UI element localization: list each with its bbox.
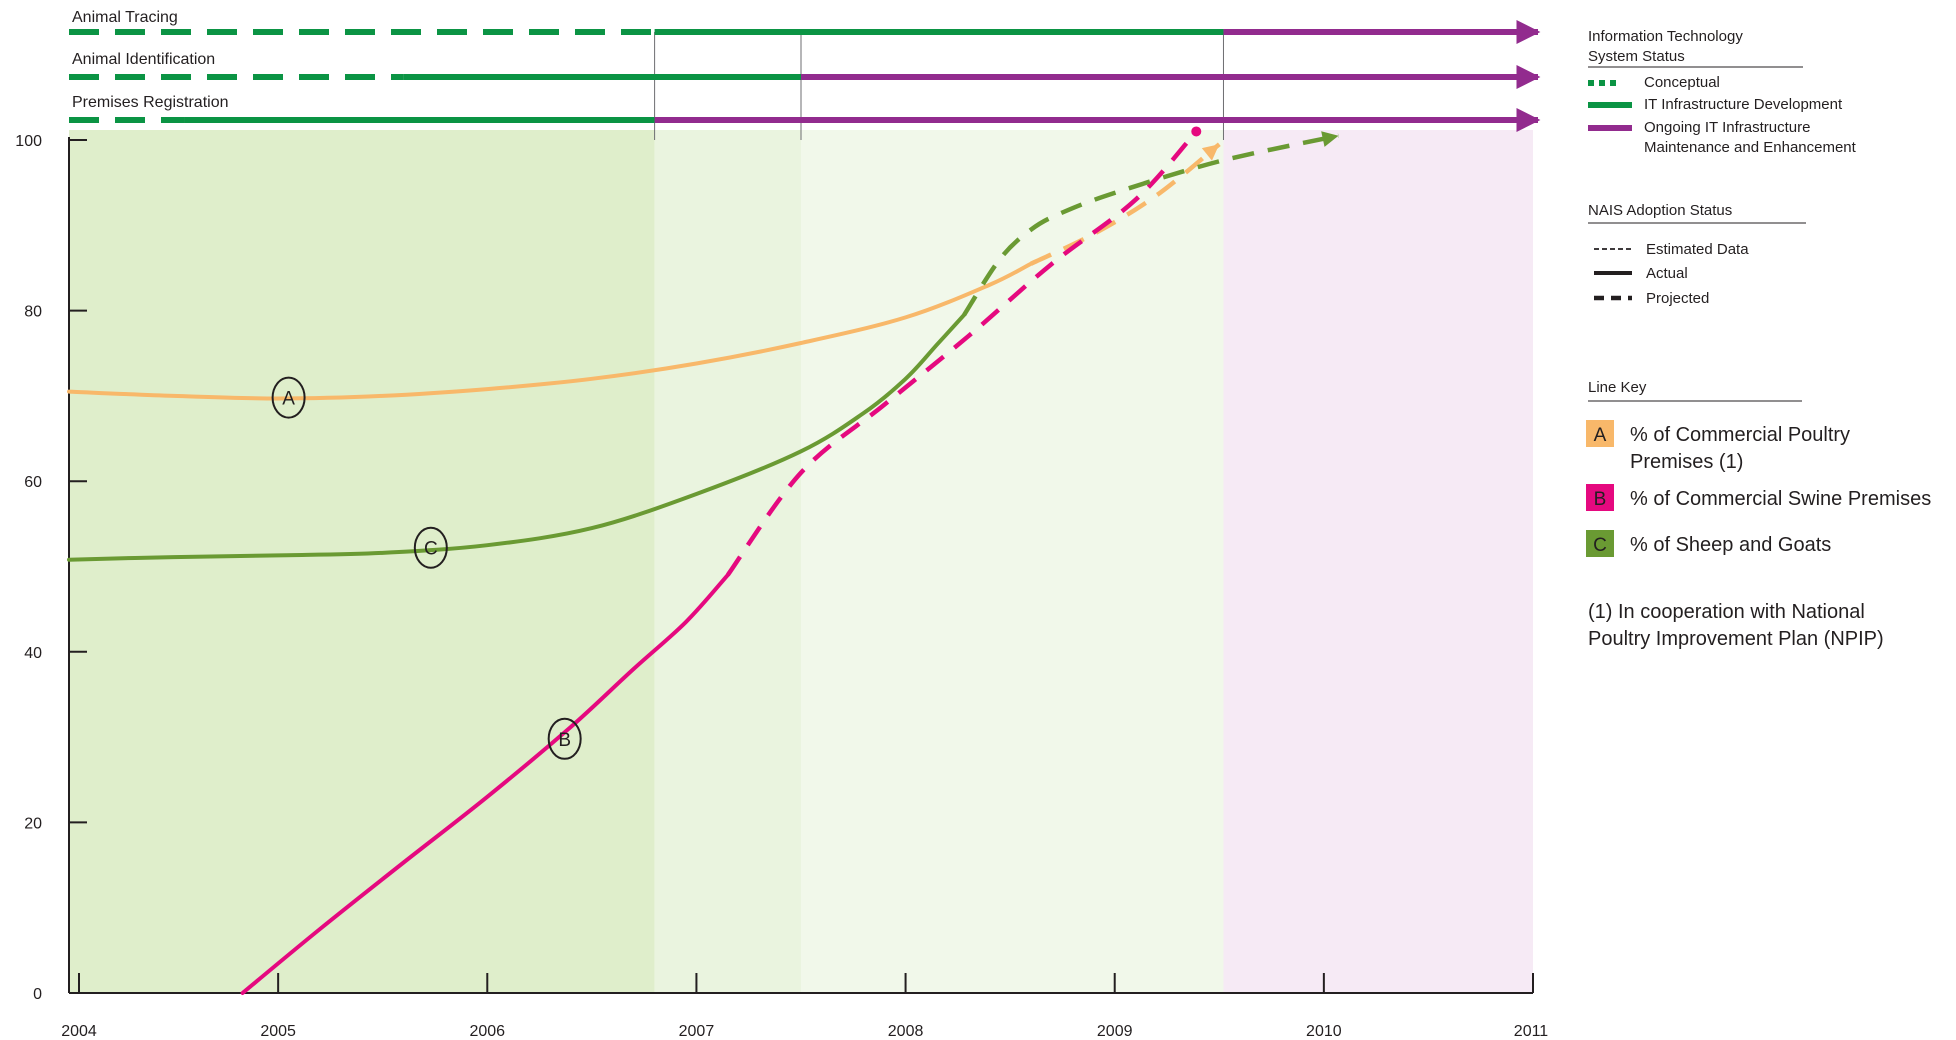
background-band-3 [801, 130, 1224, 993]
series-a-label-circle [271, 376, 306, 419]
y-tick-label-100: 100 [15, 133, 42, 150]
phase-dividers [654, 32, 1224, 140]
series-b-label-letter: B [558, 730, 571, 751]
legend-it-title-line1: Information Technology [1588, 28, 1743, 45]
line-key-letter-a: A [1594, 425, 1607, 446]
legend-label-conceptual: Conceptual [1644, 74, 1720, 91]
x-tick-label-2006: 2006 [469, 1023, 505, 1040]
x-tick-label-2005: 2005 [260, 1023, 296, 1040]
y-tick-label-80: 80 [24, 304, 42, 321]
line-key-swatch-c [1586, 530, 1614, 557]
x-tick-label-2010: 2010 [1306, 1023, 1342, 1040]
timeline-label-animal-identification: Animal Identification [72, 51, 215, 68]
legend-label-actual: Actual [1646, 265, 1688, 282]
x-tick-label-2009: 2009 [1097, 1023, 1133, 1040]
x-tick-label-2011: 2011 [1514, 1023, 1549, 1040]
series-b-projected-line [725, 130, 1198, 577]
timeline-bars: Animal Tracing Animal Identification Premi… [69, 9, 1541, 132]
series-a-label-letter: A [282, 389, 295, 410]
legend-label-maintenance-line2: Maintenance and Enhancement [1644, 139, 1857, 156]
legend-label-maintenance-line1: Ongoing IT Infrastructure [1644, 119, 1810, 136]
series-c-actual-line [67, 312, 967, 562]
line-key-letter-b: B [1594, 489, 1607, 510]
legend-label-development: IT Infrastructure Development [1644, 96, 1843, 113]
background-band-4 [1223, 130, 1533, 993]
background-band-2 [654, 130, 801, 993]
footnote-line1: (1) In cooperation with National [1588, 601, 1865, 623]
timeline-label-animal-tracing: Animal Tracing [72, 9, 178, 26]
x-tick-label-2007: 2007 [679, 1023, 715, 1040]
series-a-actual-line [67, 261, 1034, 401]
axes: 0 20 40 60 80 100 2004 2005 2006 2007 2008 2009 2010… [15, 133, 1548, 1040]
legend-label-estimated: Estimated Data [1646, 241, 1749, 258]
line-key-label-a-line1: % of Commercial Poultry [1630, 424, 1850, 446]
legend-label-projected: Projected [1646, 290, 1709, 307]
y-tick-label-20: 20 [24, 815, 42, 832]
legend-nais-title: NAIS Adoption Status [1588, 202, 1732, 219]
series-b-actual-line [240, 573, 730, 995]
line-key-label-b: % of Commercial Swine Premises [1630, 488, 1931, 510]
line-key-label-c: % of Sheep and Goats [1630, 534, 1831, 556]
x-tick-label-2008: 2008 [888, 1023, 924, 1040]
series-c-label-letter: C [424, 539, 438, 560]
legend-it-title-line2: System Status [1588, 48, 1685, 65]
series-a-arrowhead [1201, 144, 1220, 161]
y-tick-label-0: 0 [33, 986, 42, 1003]
footnote-line2: Poultry Improvement Plan (NPIP) [1588, 628, 1884, 650]
series-c-arrowhead [1321, 131, 1339, 147]
line-key-swatch-b [1586, 484, 1614, 511]
line-key-label-a-line2: Premises (1) [1630, 451, 1743, 473]
legend-line-key-title: Line Key [1588, 379, 1647, 396]
timeline-label-premises-registration: Premises Registration [72, 94, 229, 111]
y-tick-label-40: 40 [24, 645, 42, 662]
x-tick-label-2004: 2004 [61, 1023, 97, 1040]
line-key-swatch-a [1586, 420, 1614, 447]
y-tick-label-60: 60 [24, 474, 42, 491]
series-c-label-circle [413, 526, 448, 569]
series-lines: A B C [67, 126, 1339, 995]
line-key-letter-c: C [1593, 535, 1607, 556]
background-bands [69, 130, 1533, 993]
legend: Information Technology System Status Con… [1586, 28, 1931, 650]
series-a-projected-line [1030, 142, 1221, 266]
series-b-label-circle [547, 717, 582, 760]
background-band-1 [69, 130, 655, 993]
series-c-projected-line [962, 133, 1339, 317]
series-b-end-marker [1191, 126, 1202, 137]
